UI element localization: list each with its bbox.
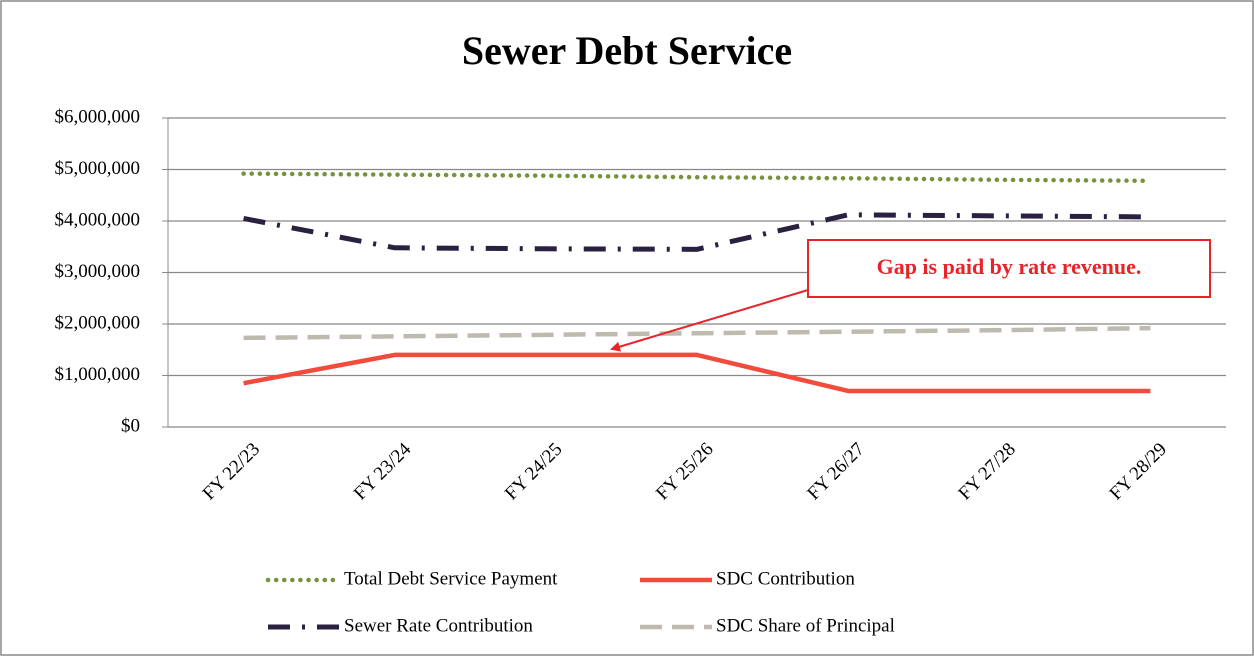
legend-label: Sewer Rate Contribution (344, 615, 533, 636)
chart-title: Sewer Debt Service (462, 28, 792, 73)
series-line (243, 352, 1151, 394)
series-line (243, 212, 1151, 252)
y-tick-label: $2,000,000 (55, 312, 141, 333)
y-tick-label: $0 (121, 415, 140, 436)
legend-label: SDC Share of Principal (716, 615, 895, 636)
legend-label: SDC Contribution (716, 568, 855, 589)
series-line (243, 325, 1151, 341)
legend-label: Total Debt Service Payment (344, 568, 558, 589)
y-tick-label: $1,000,000 (55, 364, 141, 385)
y-tick-label: $6,000,000 (55, 106, 141, 127)
y-tick-label: $3,000,000 (55, 261, 141, 282)
y-tick-label: $4,000,000 (55, 209, 141, 230)
annotation-box (807, 239, 1211, 298)
series-line (241, 171, 1153, 184)
annotation-arrow (610, 289, 809, 352)
annotation: Gap is paid by rate revenue. (877, 254, 1142, 279)
y-tick-label: $5,000,000 (55, 158, 141, 179)
